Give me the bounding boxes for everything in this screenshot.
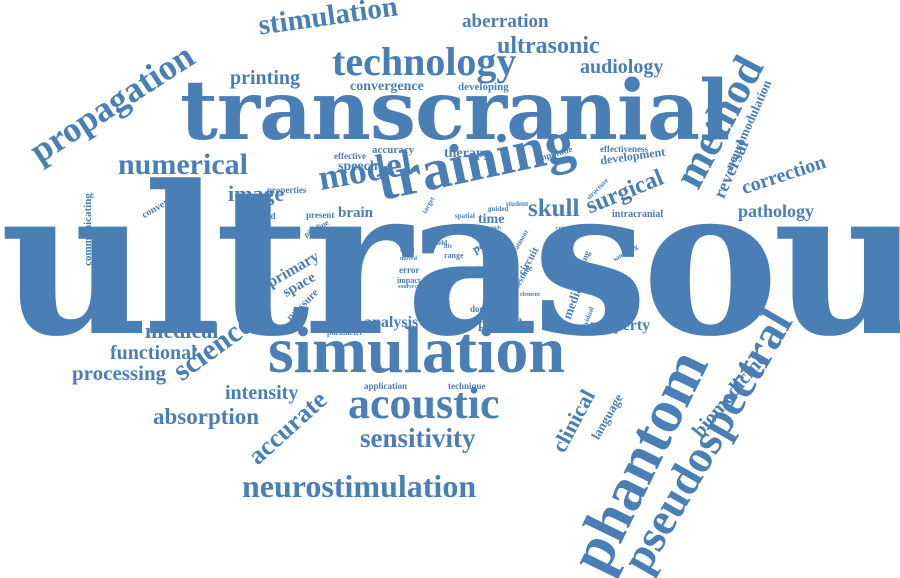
word-field: field [434,239,448,247]
word-impact: impact [397,276,421,285]
word-communicating: communicating [81,193,94,266]
word-present: present [306,210,335,220]
word-range: range [444,251,464,260]
word-printed: printed [478,317,523,332]
word-therapy: therapy [444,146,491,161]
word-dose: dose [476,266,486,271]
word-audiology: audiology [580,56,664,78]
word-developing: developing [458,81,509,93]
word-intensity: intensity [225,382,299,404]
word-technique: technique [448,381,486,391]
word-property: property [590,317,651,334]
word-processing: processing [72,361,167,385]
word-time: time [478,212,505,227]
word-image: image [228,181,285,206]
word-functional: functional [110,342,197,364]
word-map: map [424,287,447,301]
word-convergence: convergence [350,79,424,94]
word-moved: moved [400,256,417,262]
word-ultrasonic: ultrasonic [497,33,600,59]
word-student: student [506,200,529,208]
word-criterion: criterion [556,226,579,232]
word-sensitivity: sensitivity [360,423,476,453]
word-guided: guided [488,205,509,213]
word-parameter: parameter [327,328,363,337]
word-effective: effective [334,151,366,161]
word-application: application [364,381,408,391]
word-life: life [444,244,452,250]
word-element: element [520,292,540,298]
word-accuracy: accuracy [372,144,415,156]
word-transcranial: transcranial [180,63,730,159]
word-study: study [490,226,502,231]
word-printing: printing [230,67,301,89]
word-pathology: pathology [738,201,815,221]
word-clinical: clinical [546,385,600,457]
word-domain: domain [470,304,500,314]
word-skull: skull [528,195,580,222]
word-simulation-big: simulation [268,314,566,387]
word-properties: properties [267,185,307,195]
word-stimulation: stimulation [256,0,400,42]
word-speech: speech [338,159,378,174]
word-area: area [475,246,485,251]
word-technology: technology [332,39,517,84]
word-scheme: scheme [327,317,362,329]
word-neurostimulation: neurostimulation [242,468,477,504]
word-control: control [415,284,434,290]
word-intracranial: intracranial [612,209,664,220]
word-acoustic: acoustic [348,379,500,428]
word-aberration: aberration [462,11,549,32]
word-brain: brain [338,205,374,221]
word-medical: medical [145,318,219,343]
word-analysis: analysis [364,314,419,331]
word-change: change [432,300,450,306]
word-simulated: simulated [238,211,276,221]
word-effectiveness: effectiveness [600,144,648,154]
word-speed: speed [400,248,415,254]
word-numerical: numerical [118,148,248,181]
word-ultrasound: ultrasound [0,142,900,382]
word-source: source [398,284,415,290]
word-spatial: spatial [455,212,475,220]
word-error: error [399,265,420,275]
word-absorption: absorption [153,404,260,429]
